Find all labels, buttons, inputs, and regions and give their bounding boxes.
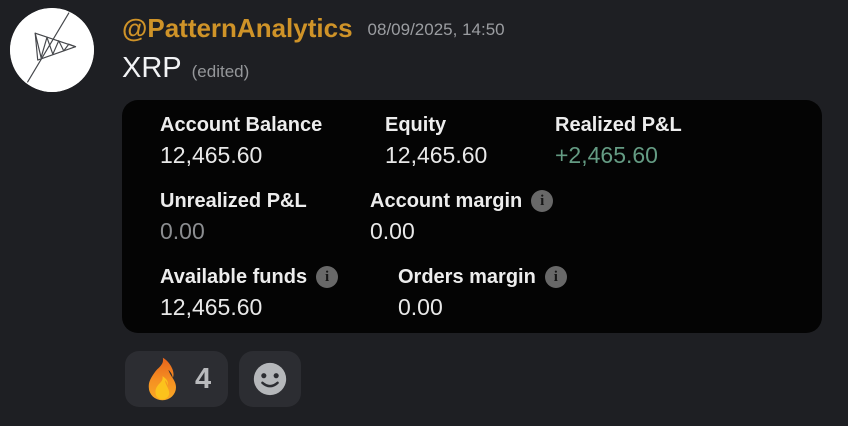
fire-icon <box>142 357 182 401</box>
stat-label: Orders margin <box>398 266 536 288</box>
stat-value: +2,465.60 <box>555 142 658 168</box>
stat-label: Equity <box>385 114 447 136</box>
stat-account-balance: Account Balance 12,465.60 <box>160 113 385 168</box>
stat-row: Account Balance 12,465.60 Equity 12,465.… <box>160 113 822 168</box>
stat-label: Unrealized P&L <box>160 190 307 212</box>
edited-label: (edited) <box>191 61 250 81</box>
stat-value: 0.00 <box>370 218 415 244</box>
message-line: XRP (edited) <box>122 52 249 85</box>
smiley-icon <box>251 360 289 398</box>
stat-label: Account margin <box>370 190 523 212</box>
info-icon: i <box>544 266 567 288</box>
stat-row: Available funds i 12,465.60 Orders margi… <box>160 265 822 320</box>
stat-label: Account Balance <box>160 114 323 136</box>
stat-value: 12,465.60 <box>160 142 263 168</box>
stat-value: 0.00 <box>398 294 443 320</box>
reaction-fire[interactable]: 4 <box>125 351 229 407</box>
stat-label: Realized P&L <box>555 114 682 136</box>
timestamp: 08/09/2025, 14:50 <box>367 20 505 39</box>
add-reaction-button[interactable] <box>239 351 302 407</box>
reactions-bar: 4 <box>125 351 302 407</box>
stat-equity: Equity 12,465.60 <box>385 113 555 168</box>
message-text: XRP <box>122 52 182 84</box>
stat-account-margin: Account margin i 0.00 <box>370 189 554 244</box>
info-icon: i <box>531 190 554 212</box>
info-icon: i <box>316 266 339 288</box>
account-stats-panel[interactable]: Account Balance 12,465.60 Equity 12,465.… <box>122 100 822 333</box>
pennant-pattern-icon <box>10 8 94 92</box>
message-header: @PatternAnalytics 08/09/2025, 14:50 <box>122 13 505 44</box>
stat-realized-pnl: Realized P&L +2,465.60 <box>555 113 682 168</box>
stat-row: Unrealized P&L 0.00 Account margin i 0.0… <box>160 189 822 244</box>
reaction-count: 4 <box>195 362 212 395</box>
username[interactable]: @PatternAnalytics <box>122 13 353 43</box>
stat-value: 12,465.60 <box>160 294 263 320</box>
stat-value: 0.00 <box>160 218 205 244</box>
stat-label: Available funds <box>160 266 308 288</box>
stat-value: 12,465.60 <box>385 142 488 168</box>
stat-available-funds: Available funds i 12,465.60 <box>160 265 398 320</box>
avatar[interactable] <box>10 8 94 92</box>
stat-orders-margin: Orders margin i 0.00 <box>398 265 567 320</box>
stat-unrealized-pnl: Unrealized P&L 0.00 <box>160 189 370 244</box>
